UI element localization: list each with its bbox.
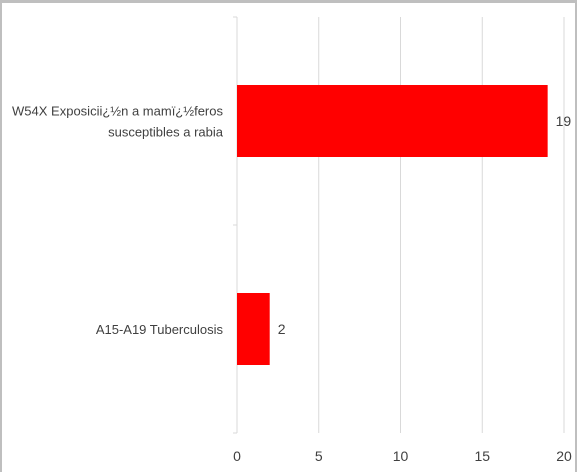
- x-tick-label-3: 15: [474, 448, 490, 464]
- data-label-1: 2: [278, 321, 286, 337]
- category-label-0: W54X Exposicii¿½n a mamï¿½feros susceptib…: [12, 104, 224, 140]
- x-tick-label-2: 10: [393, 448, 409, 464]
- category-label-line: susceptibles a rabia: [108, 125, 224, 140]
- data-label-0: 19: [556, 113, 572, 129]
- gridlines: [233, 16, 565, 434]
- x-tick-label-0: 0: [233, 448, 241, 464]
- category-label-line: A15-A19 Tuberculosis: [96, 322, 224, 337]
- category-label-1: A15-A19 Tuberculosis: [96, 322, 224, 337]
- labels: 0 5 10 15 20 19 W54X Exposicii¿½n a mamï¿½fero…: [12, 104, 572, 465]
- category-label-line: W54X Exposicii¿½n a mamï¿½feros: [12, 104, 223, 119]
- bar-1: [237, 293, 270, 365]
- bar-0: [237, 85, 548, 157]
- x-tick-label-4: 20: [556, 448, 572, 464]
- bar-chart: 0 5 10 15 20 19 W54X Exposicii¿½n a mamï¿½fero…: [12, 16, 572, 465]
- x-tick-label-1: 5: [315, 448, 323, 464]
- bars: [237, 85, 548, 365]
